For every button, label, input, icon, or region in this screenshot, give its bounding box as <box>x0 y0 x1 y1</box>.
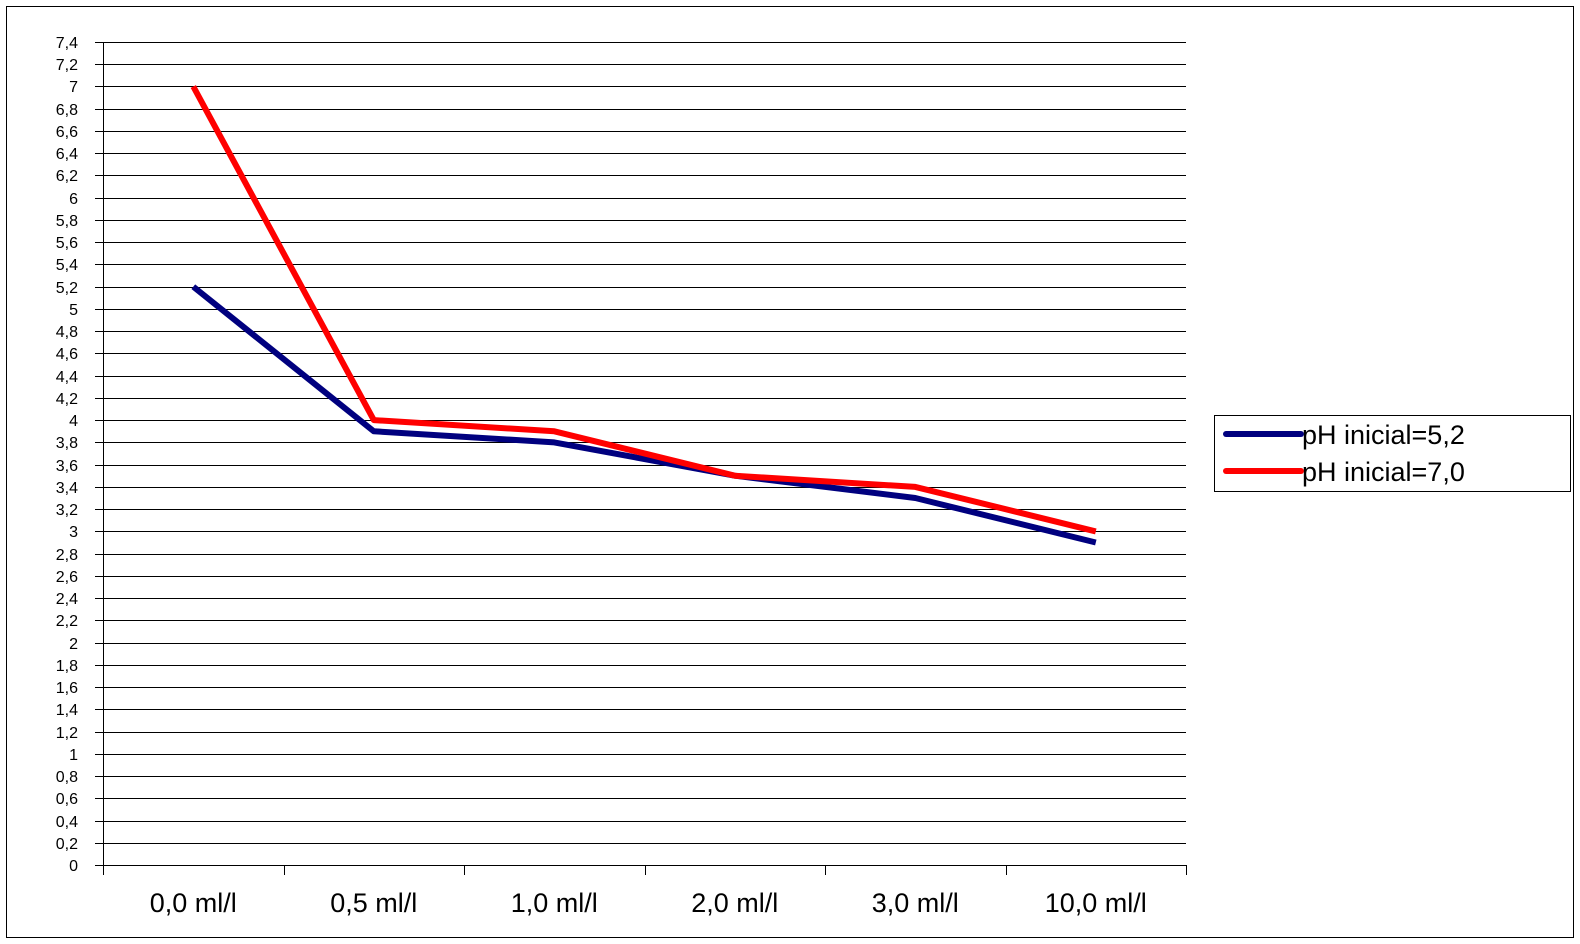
legend: pH inicial=5,2 pH inicial=7,0 <box>1214 415 1571 492</box>
y-tick-label: 6,8 <box>56 102 78 119</box>
y-tick-label: 3,6 <box>56 458 78 475</box>
y-tick-label: 5,8 <box>56 213 78 230</box>
y-tick-label: 2,8 <box>56 547 78 564</box>
y-tick-label: 0,8 <box>56 769 78 786</box>
y-tick-label: 1 <box>69 747 78 764</box>
legend-label: pH inicial=7,0 <box>1302 457 1465 487</box>
x-tick-label: 2,0 ml/l <box>691 888 778 918</box>
x-tick-label: 10,0 ml/l <box>1045 888 1147 918</box>
series-line-2 <box>190 85 1097 535</box>
y-tick-label: 0,4 <box>56 814 78 831</box>
y-tick-label: 7,2 <box>56 57 78 74</box>
y-tick-label: 3,4 <box>56 480 78 497</box>
x-tick-label: 3,0 ml/l <box>872 888 959 918</box>
y-tick-label: 2,2 <box>56 613 78 630</box>
y-tick-label: 4,2 <box>56 391 78 408</box>
y-tick-label: 6,6 <box>56 124 78 141</box>
y-tick-label: 1,6 <box>56 680 78 697</box>
y-tick-label: 1,4 <box>56 702 78 719</box>
y-tick-label: 0,2 <box>56 836 78 853</box>
y-tick-label: 6,2 <box>56 168 78 185</box>
y-tick-label: 0 <box>69 858 78 875</box>
x-tick-label: 1,0 ml/l <box>511 888 598 918</box>
y-tick-label: 3,2 <box>56 502 78 519</box>
y-tick-label: 0,6 <box>56 791 78 808</box>
x-tick-label: 0,5 ml/l <box>330 888 417 918</box>
y-tick-label: 5 <box>69 302 78 319</box>
y-tick-label: 1,2 <box>56 725 78 742</box>
legend-box <box>1214 415 1571 492</box>
y-tick-label: 5,2 <box>56 280 78 297</box>
y-tick-label: 4,4 <box>56 369 78 386</box>
y-tick-label: 4,8 <box>56 324 78 341</box>
x-tick-label: 0,0 ml/l <box>150 888 237 918</box>
gridlines <box>103 42 1186 844</box>
y-tick-label: 5,4 <box>56 257 78 274</box>
y-tick-label: 7 <box>69 79 78 96</box>
y-tick-label: 3,8 <box>56 435 78 452</box>
y-tick-label: 6 <box>69 191 78 208</box>
y-tick-label: 2,6 <box>56 569 78 586</box>
y-tick-label: 6,4 <box>56 146 78 163</box>
y-tick-label: 4,6 <box>56 346 78 363</box>
x-axis: 0,0 ml/l 0,5 ml/l 1,0 ml/l 2,0 ml/l 3,0 ml/l… <box>103 865 1187 918</box>
y-tick-label: 4 <box>69 413 78 430</box>
y-tick-label: 2,4 <box>56 591 78 608</box>
y-tick-label: 5,6 <box>56 235 78 252</box>
y-tick-label: 3 <box>69 524 78 541</box>
series-line-1 <box>191 284 1097 546</box>
legend-label: pH inicial=5,2 <box>1302 420 1465 450</box>
y-tick-label: 1,8 <box>56 658 78 675</box>
series-lines <box>190 85 1097 546</box>
y-tick-label: 2 <box>69 636 78 653</box>
y-tick-label: 7,4 <box>56 35 78 52</box>
y-axis: 0 0,2 0,4 0,6 0,8 1 1,2 1,4 1,6 1,8 2 2,2 2,4 2,6 2,8 3… <box>56 35 104 875</box>
